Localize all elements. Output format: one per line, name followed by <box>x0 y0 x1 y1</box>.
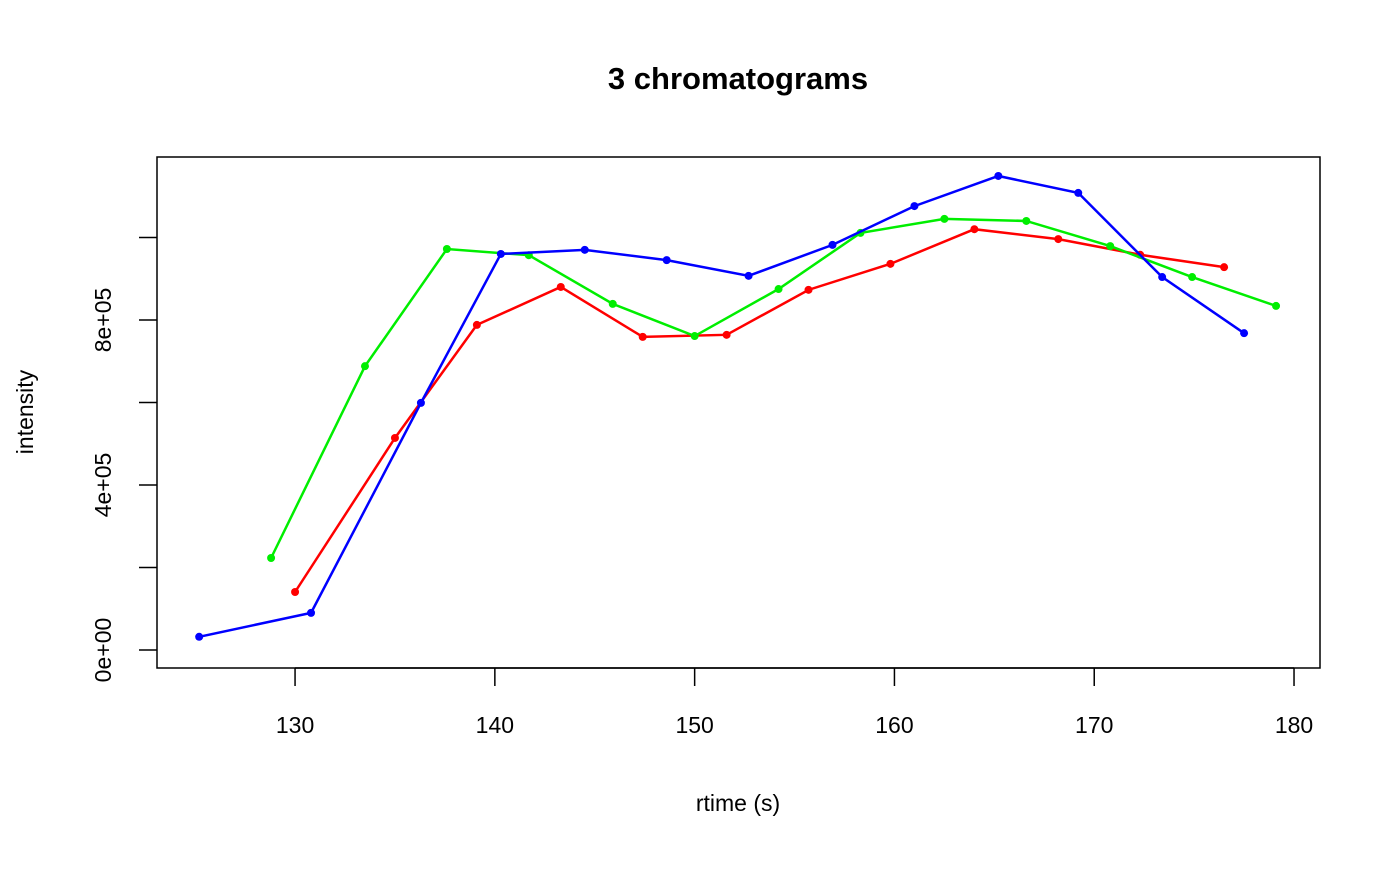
data-point <box>416 398 425 407</box>
y-tick-label: 8e+05 <box>90 288 116 353</box>
data-point <box>1272 301 1281 310</box>
data-point <box>940 214 949 223</box>
data-point <box>828 240 837 249</box>
y-tick-label: 0e+00 <box>90 618 116 683</box>
data-point <box>195 632 204 641</box>
data-point <box>360 362 369 371</box>
data-point <box>690 332 699 341</box>
data-point <box>774 285 783 294</box>
data-point <box>1054 235 1063 244</box>
data-point <box>580 245 589 254</box>
x-axis-label: rtime (s) <box>696 790 780 816</box>
data-point <box>910 202 919 211</box>
series-line <box>269 217 1277 559</box>
data-point <box>744 271 753 280</box>
y-axis-label: intensity <box>12 369 38 454</box>
data-point <box>608 299 617 308</box>
series-line <box>294 227 1225 593</box>
data-point <box>1240 329 1249 338</box>
data-point <box>390 433 399 442</box>
data-point <box>970 225 979 234</box>
data-point <box>472 320 481 329</box>
x-tick-label: 170 <box>1075 712 1113 738</box>
data-point <box>662 256 671 265</box>
x-tick-label: 160 <box>875 712 913 738</box>
data-point <box>994 171 1003 180</box>
x-tick-label: 180 <box>1275 712 1313 738</box>
data-point <box>1022 216 1031 225</box>
data-point <box>1158 273 1167 282</box>
x-tick-label: 140 <box>476 712 514 738</box>
data-point <box>556 282 565 291</box>
data-point <box>1074 188 1083 197</box>
y-tick-label: 4e+05 <box>90 453 116 518</box>
data-point <box>638 332 647 341</box>
data-point <box>291 588 300 597</box>
data-point <box>1106 242 1115 251</box>
plot-frame <box>156 156 1321 669</box>
data-point <box>496 249 505 258</box>
data-point <box>1188 273 1197 282</box>
data-point <box>267 554 276 563</box>
x-tick-label: 130 <box>276 712 314 738</box>
data-point <box>1220 263 1229 272</box>
chart-title: 3 chromatograms <box>608 61 868 96</box>
data-point <box>804 285 813 294</box>
x-tick-label: 150 <box>675 712 713 738</box>
data-point <box>307 608 316 617</box>
data-point <box>442 245 451 254</box>
data-point <box>722 330 731 339</box>
data-point <box>886 259 895 268</box>
